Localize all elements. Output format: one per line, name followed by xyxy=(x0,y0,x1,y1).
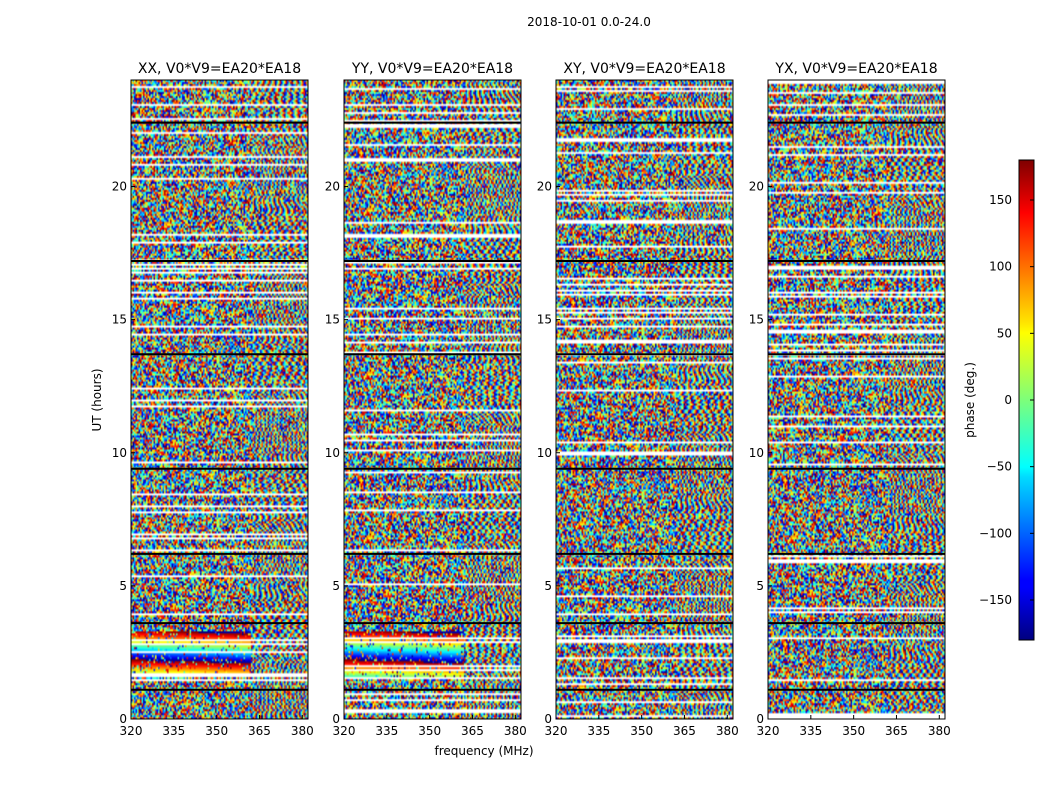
colorbar-label: phase (deg.) xyxy=(963,362,977,438)
y-tick-label-0-2: 10 xyxy=(112,446,127,460)
y-tick-label-0-3: 15 xyxy=(112,313,127,327)
y-tick-label-2-0: 0 xyxy=(544,712,552,726)
panel-frame-3 xyxy=(767,79,946,720)
y-tick-label-1-3: 15 xyxy=(325,313,340,327)
x-tick-label-3-4: 380 xyxy=(928,724,951,738)
x-tick-label-3-3: 365 xyxy=(885,724,908,738)
x-tick-label-2-1: 335 xyxy=(587,724,610,738)
panel-title-0: XX, V0*V9=EA20*EA18 xyxy=(138,61,301,77)
phase-heatmap-2 xyxy=(556,80,733,719)
y-tick-label-3-2: 10 xyxy=(749,446,764,460)
figure-suptitle: 2018-10-01 0.0-24.0 xyxy=(527,15,651,29)
panel-3: YX, V0*V9=EA20*EA18 320 335 350 365 380 0 5 10 15… xyxy=(749,61,951,738)
x-tick-label-0-3: 365 xyxy=(248,724,271,738)
y-tick-label-2-2: 10 xyxy=(537,446,552,460)
y-tick-label-1-4: 20 xyxy=(325,180,340,194)
y-tick-label-3-3: 15 xyxy=(749,313,764,327)
phase-heatmap-0 xyxy=(131,80,308,719)
colorbar-tick-label-4: −50 xyxy=(987,460,1012,474)
panel-0: XX, V0*V9=EA20*EA18 320 335 350 365 380 0 5 10 15… xyxy=(112,61,314,738)
colorbar-tick-label-1: 100 xyxy=(989,260,1012,274)
x-tick-label-1-1: 335 xyxy=(375,724,398,738)
x-tick-label-0-0: 320 xyxy=(120,724,143,738)
colorbar-tick-label-5: −100 xyxy=(979,526,1012,540)
panels-layer: XX, V0*V9=EA20*EA18 320 335 350 365 380 0 5 10 15… xyxy=(112,61,951,738)
y-tick-label-2-1: 5 xyxy=(544,579,552,593)
y-tick-label-2-3: 15 xyxy=(537,313,552,327)
x-tick-label-2-4: 380 xyxy=(716,724,739,738)
y-tick-label-0-0: 0 xyxy=(119,712,127,726)
x-tick-label-0-1: 335 xyxy=(162,724,185,738)
panel-frame-0 xyxy=(130,79,309,720)
x-tick-label-3-1: 335 xyxy=(799,724,822,738)
colorbar-tick-label-6: −150 xyxy=(979,593,1012,607)
x-tick-label-2-2: 350 xyxy=(630,724,653,738)
x-tick-label-1-0: 320 xyxy=(333,724,356,738)
phase-heatmap-1 xyxy=(344,80,521,719)
y-tick-label-0-1: 5 xyxy=(119,579,127,593)
x-tick-label-1-4: 380 xyxy=(504,724,527,738)
y-tick-label-0-4: 20 xyxy=(112,180,127,194)
x-tick-label-3-0: 320 xyxy=(757,724,780,738)
x-tick-label-2-3: 365 xyxy=(673,724,696,738)
x-tick-label-1-2: 350 xyxy=(418,724,441,738)
colorbar-tick-label-2: 50 xyxy=(997,326,1012,340)
x-axis-label: frequency (MHz) xyxy=(434,744,533,758)
colorbar: phase (deg.) 150 100 50 0 −50 −100 −150 xyxy=(963,159,1035,641)
colorbar-tick-label-3: 0 xyxy=(1004,393,1012,407)
y-tick-label-1-1: 5 xyxy=(332,579,340,593)
y-tick-label-3-0: 0 xyxy=(756,712,764,726)
panel-title-2: XY, V0*V9=EA20*EA18 xyxy=(563,61,725,77)
y-tick-label-3-1: 5 xyxy=(756,579,764,593)
y-axis-label: UT (hours) xyxy=(90,368,104,431)
y-tick-label-1-0: 0 xyxy=(332,712,340,726)
x-tick-label-0-2: 350 xyxy=(205,724,228,738)
x-tick-label-1-3: 365 xyxy=(461,724,484,738)
panel-title-3: YX, V0*V9=EA20*EA18 xyxy=(774,61,937,77)
colorbar-tick-label-0: 150 xyxy=(989,193,1012,207)
x-tick-label-2-0: 320 xyxy=(545,724,568,738)
phase-heatmap-3 xyxy=(768,80,945,719)
y-tick-label-1-2: 10 xyxy=(325,446,340,460)
panel-title-1: YY, V0*V9=EA20*EA18 xyxy=(351,61,513,77)
y-tick-label-2-4: 20 xyxy=(537,180,552,194)
x-tick-label-3-2: 350 xyxy=(842,724,865,738)
panel-frame-2 xyxy=(555,79,734,720)
panel-2: XY, V0*V9=EA20*EA18 320 335 350 365 380 0 5 10 15… xyxy=(537,61,739,738)
panel-frame-1 xyxy=(343,79,522,720)
x-tick-label-0-4: 380 xyxy=(291,724,314,738)
panel-1: YY, V0*V9=EA20*EA18 320 335 350 365 380 0 5 10 15… xyxy=(325,61,527,738)
y-tick-label-3-4: 20 xyxy=(749,180,764,194)
